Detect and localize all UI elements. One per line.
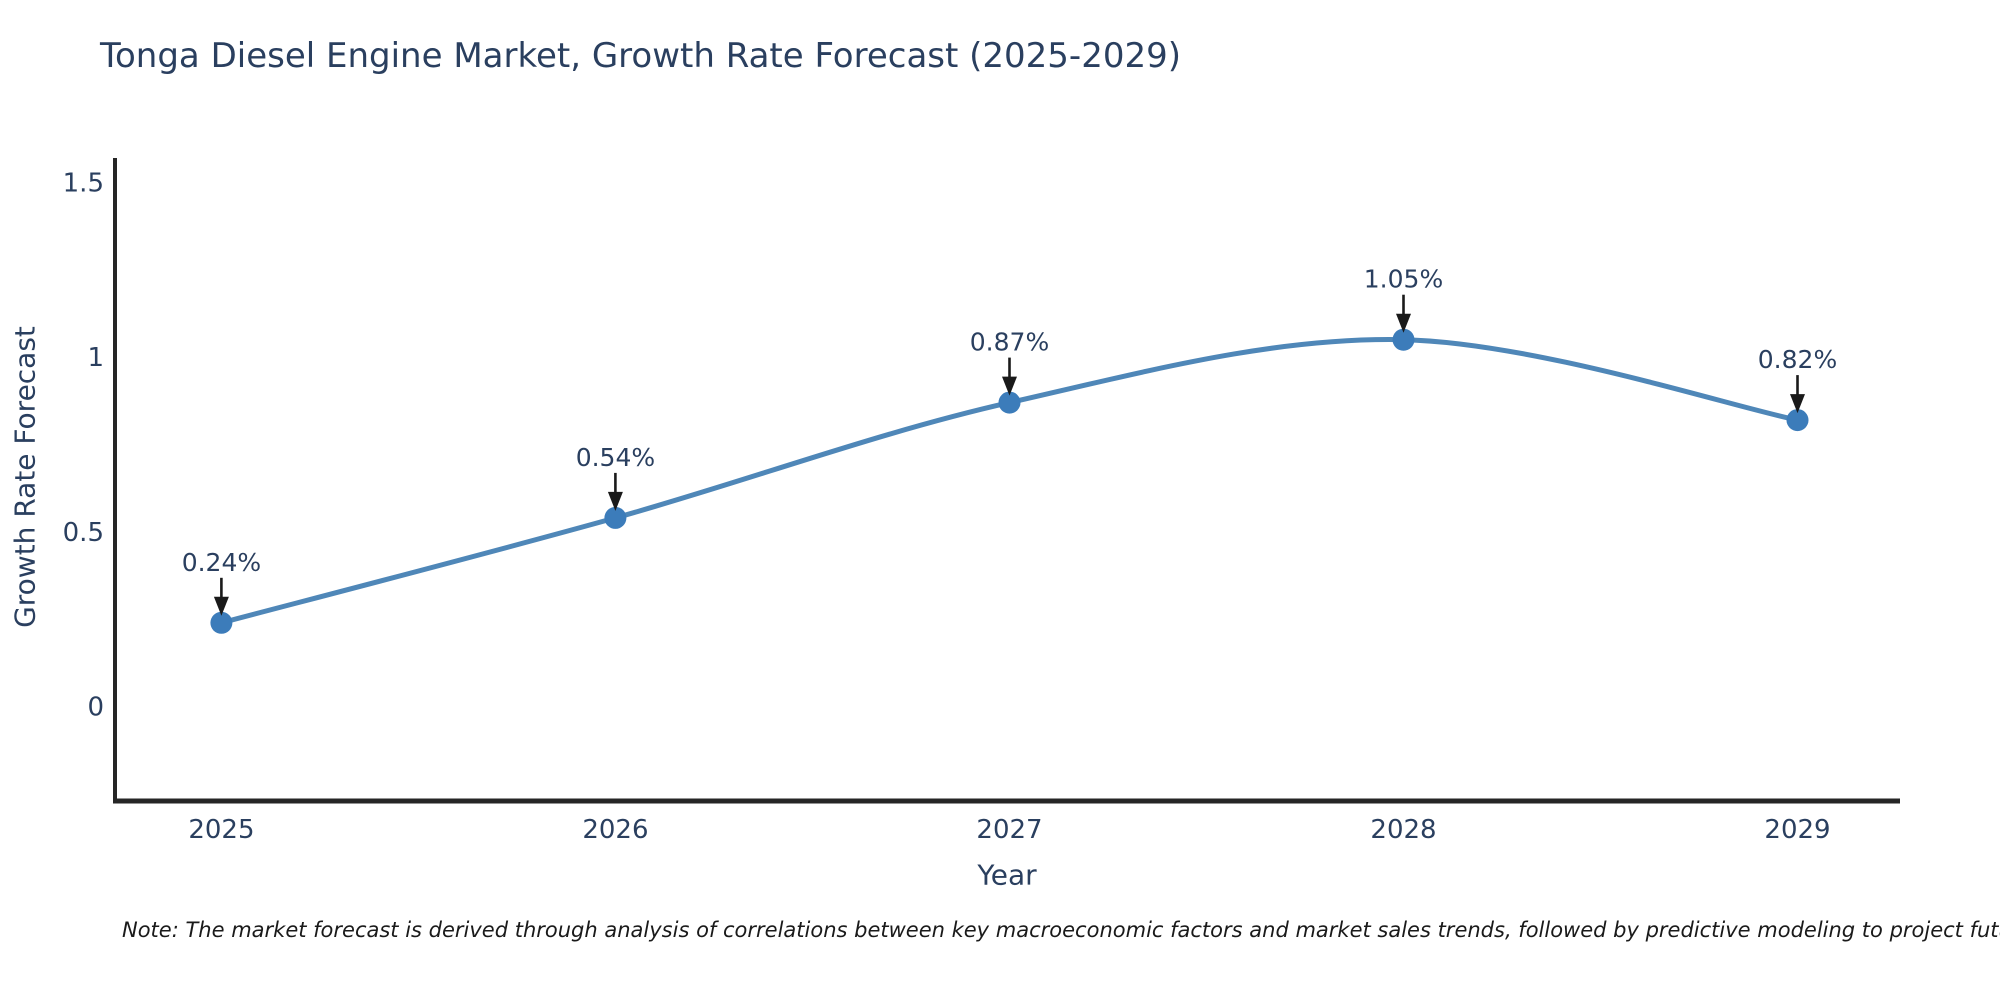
x-tick-label: 2028 [1370, 815, 1436, 845]
data-point [1786, 409, 1809, 432]
data-point [1392, 328, 1415, 351]
x-tick-label: 2027 [976, 815, 1042, 845]
chart-title: Tonga Diesel Engine Market, Growth Rate … [100, 36, 1181, 76]
y-tick-label: 0.5 [63, 518, 104, 548]
annotation-arrow-head [1396, 313, 1411, 333]
annotation-arrow-head [1002, 376, 1017, 396]
x-tick-label: 2029 [1764, 815, 1830, 845]
y-tick-label: 0 [87, 693, 104, 723]
x-tick-label: 2026 [582, 815, 648, 845]
annotation-label: 0.87% [970, 328, 1049, 357]
x-tick-label: 2025 [188, 815, 254, 845]
data-point [998, 391, 1021, 414]
y-tick-label: 1.5 [63, 169, 104, 199]
annotation-label: 0.54% [576, 443, 655, 472]
annotation-label: 0.82% [1758, 345, 1837, 374]
data-point [604, 506, 627, 529]
annotation-arrow-head [1790, 394, 1805, 414]
y-tick-label: 1 [87, 343, 104, 373]
footnote: Note: The market forecast is derived thr… [122, 918, 2000, 942]
x-axis-title: Year [977, 858, 1037, 892]
data-point [210, 611, 233, 634]
annotation-label: 0.24% [182, 548, 261, 577]
annotation-arrow-head [607, 491, 623, 511]
annotation-arrow-head [213, 596, 229, 616]
annotation-label: 1.05% [1364, 265, 1443, 294]
